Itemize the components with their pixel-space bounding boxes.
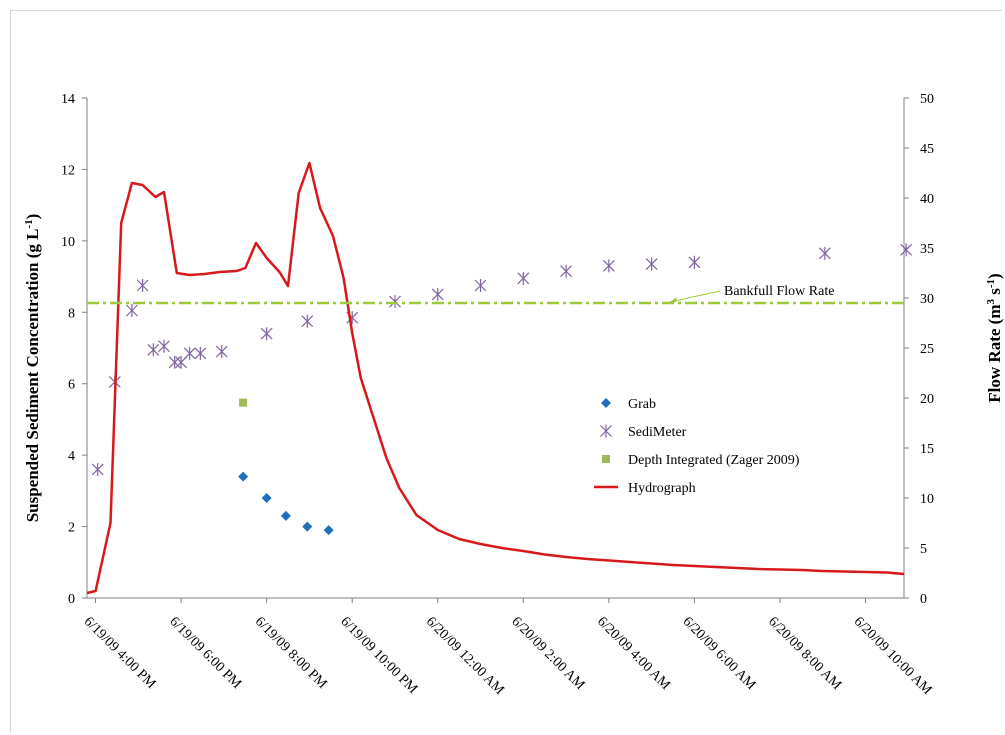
y-right-tick-label: 20 <box>920 392 934 407</box>
sedimeter-point <box>474 279 487 292</box>
grab-point <box>261 493 272 503</box>
x-tick-label: 6/20/09 12:00 AM <box>423 614 507 698</box>
x-tick-label: 6/20/09 10:00 AM <box>851 614 935 698</box>
y-left-tick-label: 4 <box>68 449 75 464</box>
sedimeter-point <box>125 304 138 317</box>
x-axis: 6/19/09 4:00 PM 6/19/09 6:00 PM 6/19/09 8:… <box>81 597 935 698</box>
x-tick-label: 6/20/09 2:00 AM <box>508 614 587 693</box>
y-axis-right: 0 5 10 15 20 25 30 35 40 45 50 <box>903 92 934 607</box>
y-right-tick-label: 0 <box>920 592 927 607</box>
sedimeter-point <box>215 345 228 359</box>
y-right-tick-label: 5 <box>920 542 927 557</box>
x-tick-label: 6/19/09 8:00 PM <box>252 614 330 692</box>
y-right-tick-label: 25 <box>920 342 934 357</box>
sedimeter-point <box>301 314 314 328</box>
sedimeter-point <box>158 339 170 353</box>
y-left-tick-label: 6 <box>68 378 75 393</box>
sedimeter-point <box>260 327 273 341</box>
legend-swatch-sedimeter <box>600 424 612 438</box>
sedimeter-point <box>602 259 615 273</box>
legend-swatch-grab <box>601 398 611 408</box>
grab-point <box>238 471 249 482</box>
sedimeter-point <box>136 279 149 292</box>
sedimeter-point <box>168 355 181 369</box>
y-left-tick-label: 8 <box>68 306 75 321</box>
legend: Grab SediMeter Depth Integrated (Zager 200… <box>594 397 800 496</box>
y-right-tick-label: 50 <box>920 92 934 107</box>
bankfull-annotation-label: Bankfull Flow Rate <box>724 284 834 299</box>
x-tick-label: 6/20/09 6:00 AM <box>680 614 759 693</box>
grab-point <box>280 510 291 521</box>
y-right-tick-label: 40 <box>920 192 934 207</box>
y-left-tick-label: 10 <box>61 235 75 250</box>
reference-layer: Bankfull Flow Rate <box>87 284 904 305</box>
x-tick-label: 6/19/09 6:00 PM <box>166 614 244 692</box>
sedimeter-point <box>560 264 573 278</box>
grab-point <box>323 525 334 536</box>
depth-integrated-zager-2009-point <box>239 398 248 407</box>
y-left-tick-label: 2 <box>68 521 75 536</box>
y-right-tick-label: 35 <box>920 242 934 257</box>
series-layer <box>86 161 913 595</box>
chart-frame <box>10 10 1002 732</box>
legend-label: Depth Integrated (Zager 2009) <box>628 453 800 468</box>
bankfull-arrow-head <box>668 297 677 303</box>
y-right-tick-label: 10 <box>920 492 934 507</box>
sedimeter-point <box>183 346 196 360</box>
legend-label: Hydrograph <box>628 481 696 496</box>
sedimeter-point <box>147 343 160 357</box>
sedimeter-point <box>517 271 530 285</box>
y-axis-left-label: Suspended Sediment Concentration (g L-1) <box>23 214 42 523</box>
y-left-tick-label: 12 <box>61 163 75 178</box>
sedimeter-point <box>645 257 658 271</box>
y-right-tick-label: 15 <box>920 442 934 457</box>
legend-label: Grab <box>628 397 656 412</box>
bankfull-annotation-arrow <box>669 290 721 303</box>
legend-label: SediMeter <box>628 425 687 440</box>
sedimeter-point <box>900 243 913 257</box>
y-left-tick-label: 14 <box>61 92 75 107</box>
sedimeter-point <box>688 255 701 269</box>
y-axis-left: 0 2 4 6 8 10 12 14 <box>61 92 88 607</box>
y-axis-right-label: Flow Rate (m3 s-1) <box>985 273 1004 402</box>
x-tick-label: 6/20/09 8:00 AM <box>765 614 844 693</box>
grab-point <box>302 521 313 532</box>
sedimeter-point <box>818 246 831 260</box>
y-right-tick-label: 45 <box>920 142 934 157</box>
x-tick-label: 6/20/09 4:00 AM <box>594 614 673 693</box>
x-tick-label: 6/19/09 10:00 PM <box>337 614 420 697</box>
legend-swatch-depth-integrated-zager-2009 <box>602 455 610 463</box>
sedimeter-point <box>431 287 444 301</box>
sedimeter-point <box>389 295 401 309</box>
sedimeter-point <box>91 462 104 476</box>
x-tick-label: 6/19/09 4:00 PM <box>81 614 159 692</box>
hydrograph-line <box>86 161 905 595</box>
sedimeter-point <box>194 346 207 360</box>
y-right-tick-label: 30 <box>920 292 934 307</box>
y-left-tick-label: 0 <box>68 592 75 607</box>
